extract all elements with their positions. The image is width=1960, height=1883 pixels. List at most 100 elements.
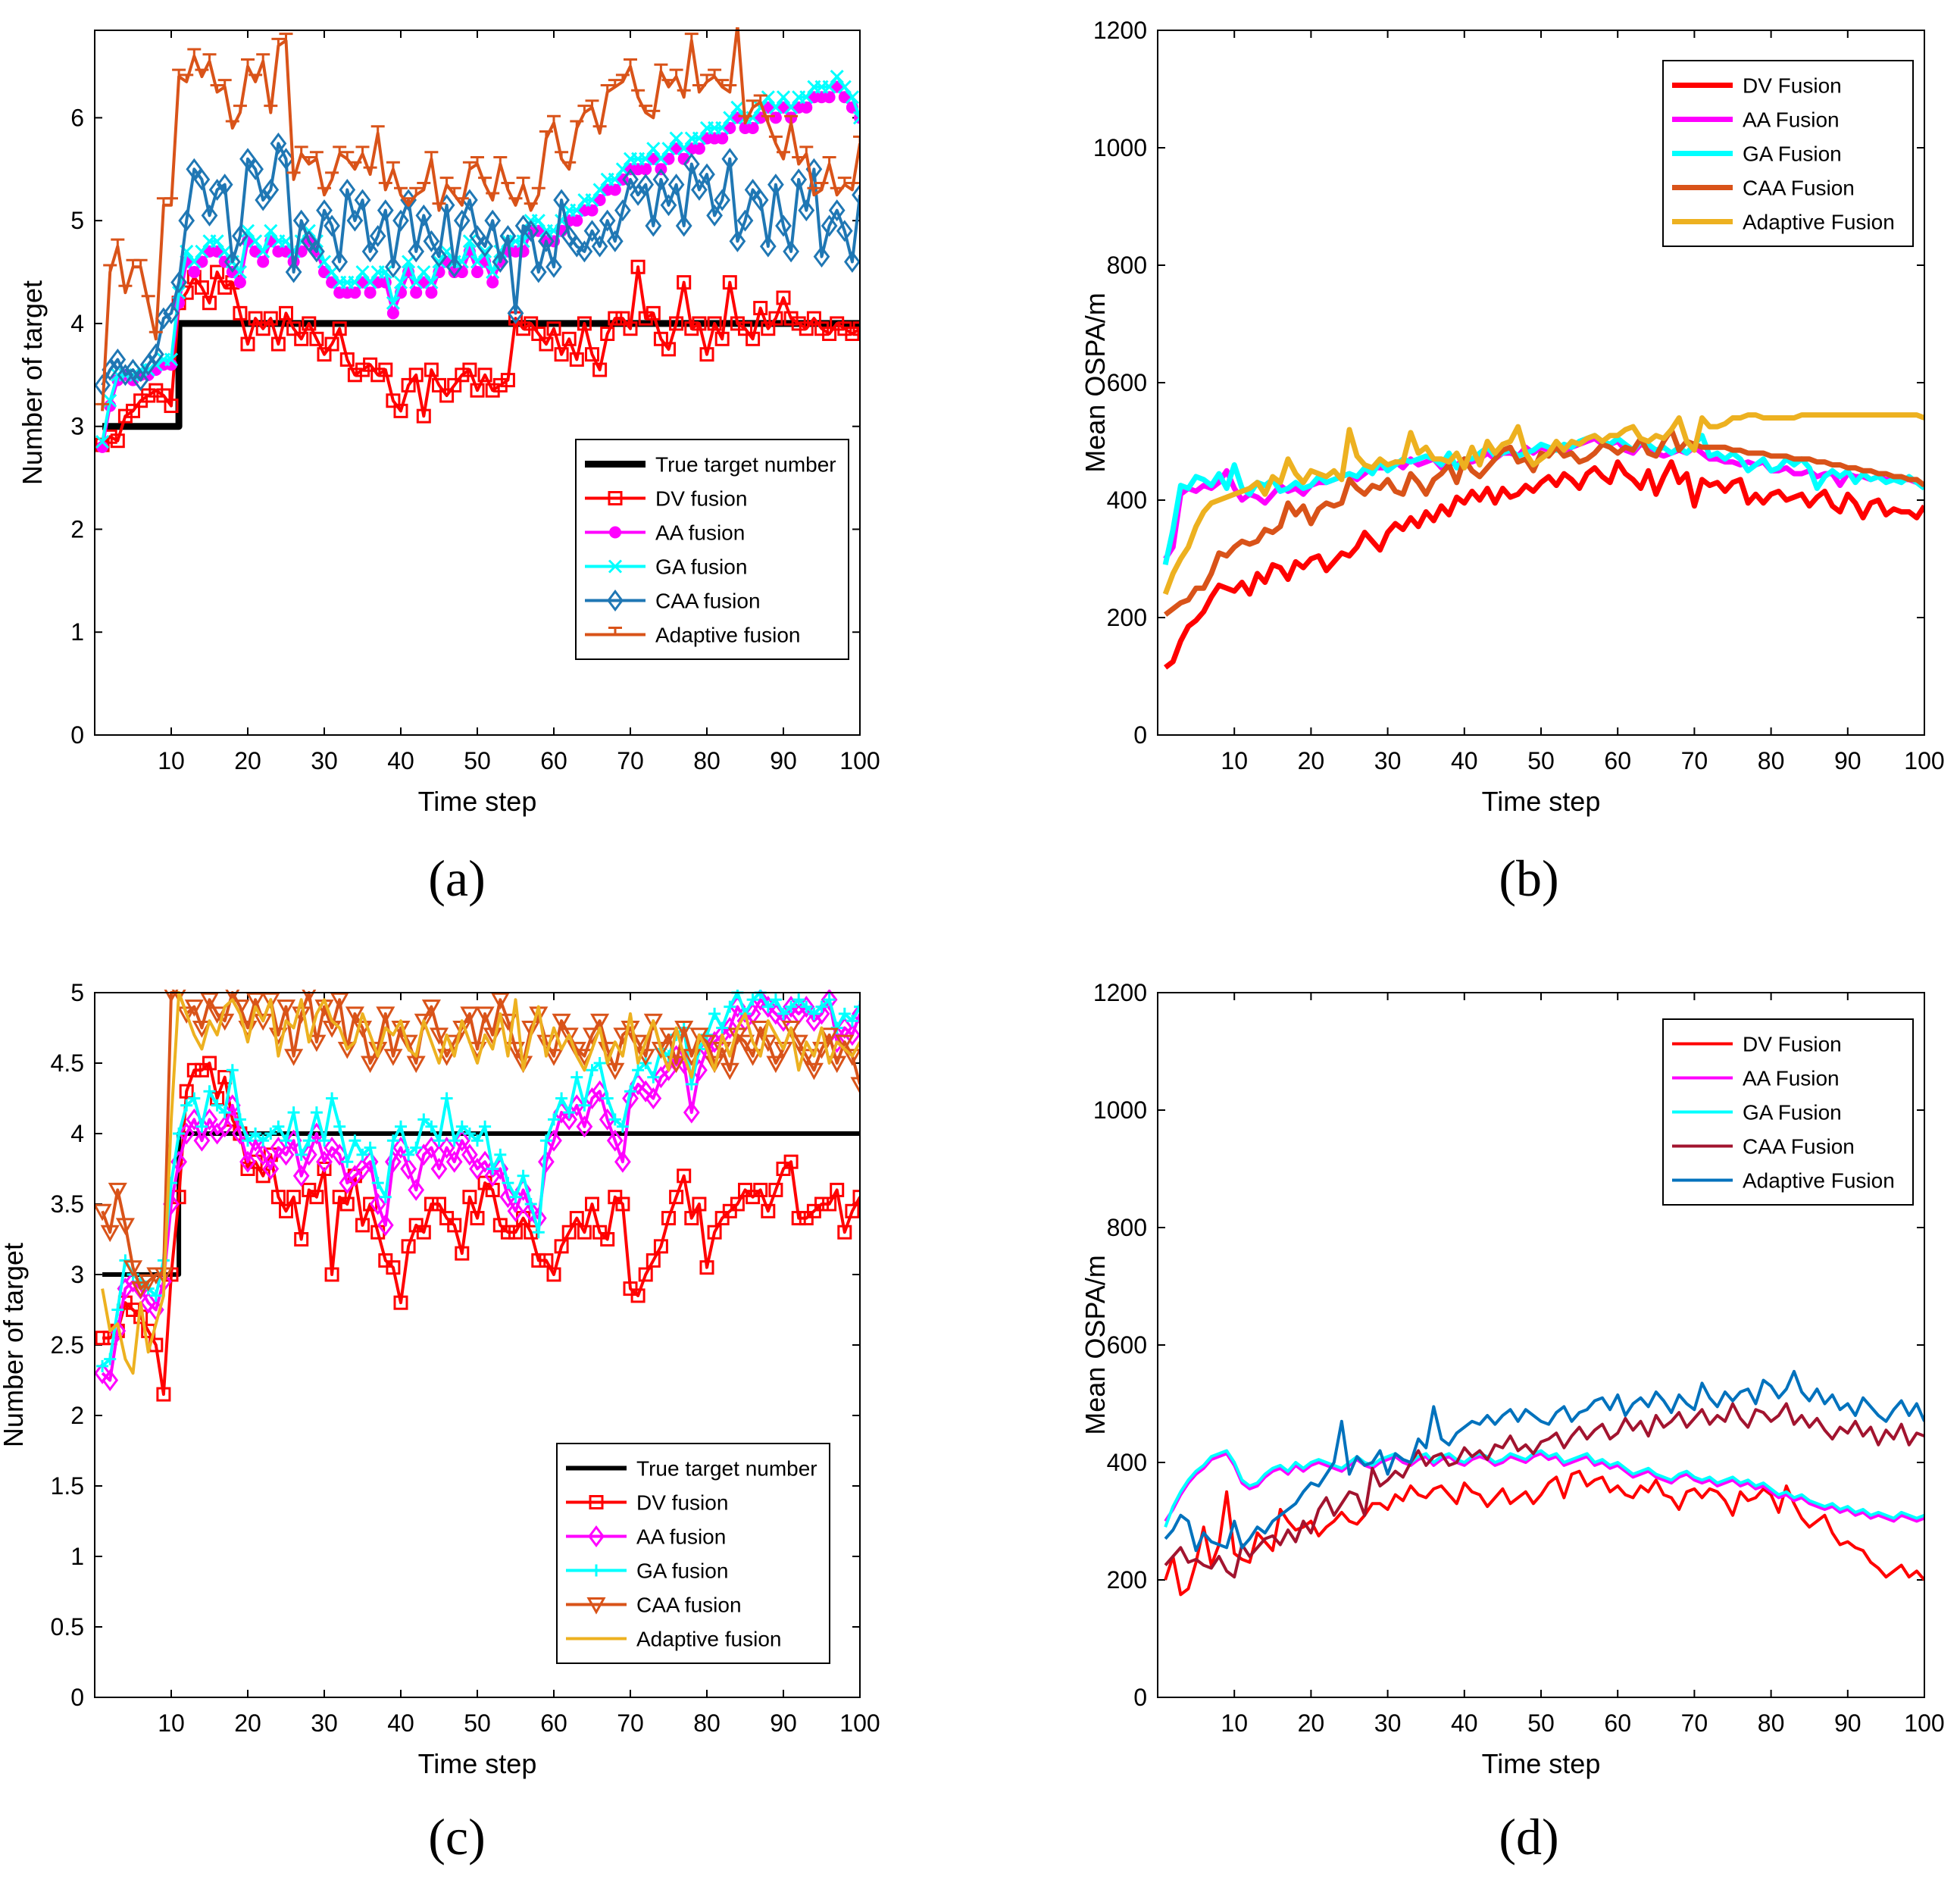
- y-tick-label: 2: [70, 515, 84, 543]
- data-point-marker: [470, 155, 484, 164]
- data-point-marker: [708, 68, 722, 77]
- data-point-marker: [600, 1232, 615, 1246]
- data-point-marker: [608, 183, 621, 196]
- data-point-marker: [561, 1225, 577, 1240]
- data-point-marker: [768, 100, 783, 114]
- data-point-marker: [383, 1049, 403, 1066]
- y-tick-label: 5: [70, 979, 84, 1006]
- data-point-marker: [852, 321, 860, 336]
- legend-label: CAA fusion: [636, 1594, 742, 1617]
- data-point-marker: [437, 1049, 457, 1066]
- data-point-marker: [139, 1274, 158, 1292]
- series-line-adaptive-fusion: [101, 27, 860, 411]
- x-tick-label: 40: [387, 1709, 414, 1737]
- data-point-marker: [608, 172, 622, 186]
- data-point-marker: [424, 362, 439, 377]
- data-point-marker: [104, 1353, 117, 1365]
- x-tick-label: 70: [1681, 747, 1708, 774]
- data-point-marker: [716, 1021, 729, 1034]
- panel-label-c: (c): [428, 1808, 486, 1866]
- data-point-marker: [654, 152, 668, 166]
- data-point-marker: [96, 1359, 109, 1372]
- data-point-marker: [361, 240, 379, 263]
- data-point-marker: [486, 276, 499, 289]
- data-point-marker: [669, 316, 684, 331]
- data-point-marker: [233, 305, 248, 321]
- x-tick-label: 40: [1451, 1709, 1478, 1737]
- data-point-marker: [377, 1214, 394, 1237]
- data-point-marker: [545, 255, 562, 278]
- data-point-marker: [316, 1150, 333, 1173]
- data-point-marker: [675, 214, 692, 237]
- data-point-marker: [469, 225, 486, 248]
- data-point-marker: [844, 250, 860, 273]
- y-tick-label: 200: [1107, 604, 1147, 631]
- legend-marker: [608, 559, 623, 574]
- y-axis-label: Number of target: [0, 1243, 29, 1447]
- chart-d: 10 20 30 40 50 60 70 80 90 1000200400600800100012…: [1080, 979, 1945, 1779]
- data-point-marker: [820, 1028, 839, 1045]
- data-point-marker: [800, 101, 813, 114]
- x-axis-label: Time step: [1482, 1748, 1601, 1779]
- data-point-marker: [685, 1078, 698, 1090]
- data-point-marker: [608, 311, 623, 326]
- x-tick-label: 30: [311, 1709, 338, 1737]
- x-axis-label: Time step: [418, 1748, 537, 1779]
- legend-label: GA Fusion: [1743, 1101, 1842, 1124]
- data-point-marker: [683, 152, 700, 175]
- data-point-marker: [555, 151, 569, 159]
- data-point-marker: [606, 230, 624, 252]
- data-point-marker: [524, 202, 538, 211]
- data-point-marker: [355, 145, 370, 154]
- data-point-marker: [409, 186, 424, 195]
- data-point-marker: [622, 1087, 639, 1109]
- data-point-marker: [577, 105, 592, 113]
- y-tick-label: 400: [1107, 1449, 1147, 1476]
- data-point-marker: [661, 342, 676, 357]
- data-point-marker: [217, 244, 232, 258]
- data-point-marker: [346, 209, 364, 232]
- series-line-dv-fusion: [101, 265, 860, 446]
- data-point-marker: [392, 209, 409, 232]
- data-point-marker: [766, 1056, 786, 1074]
- data-point-marker: [149, 1289, 162, 1302]
- data-point-marker: [807, 186, 821, 195]
- data-point-marker: [453, 209, 470, 232]
- data-point-marker: [309, 151, 324, 159]
- data-point-marker: [692, 316, 707, 331]
- data-point-marker: [363, 275, 377, 289]
- data-point-marker: [768, 311, 783, 326]
- data-point-marker: [416, 408, 431, 424]
- data-point-marker: [669, 131, 683, 145]
- data-point-marker: [423, 230, 440, 252]
- data-point-marker: [447, 186, 461, 195]
- data-point-marker: [286, 1190, 302, 1205]
- data-point-marker: [653, 331, 668, 346]
- data-point-marker: [608, 1113, 621, 1126]
- data-point-marker: [232, 225, 249, 248]
- data-point-marker: [401, 377, 416, 393]
- data-point-marker: [410, 286, 423, 299]
- data-point-marker: [605, 1062, 625, 1081]
- data-point-marker: [180, 1099, 193, 1112]
- data-point-marker: [425, 1120, 438, 1133]
- data-point-marker: [479, 1120, 492, 1133]
- data-point-marker: [385, 255, 402, 278]
- x-tick-label: 10: [158, 1709, 185, 1737]
- data-point-marker: [386, 307, 399, 320]
- data-point-marker: [408, 368, 424, 383]
- y-tick-label: 1: [70, 1543, 84, 1570]
- data-point-marker: [714, 331, 730, 346]
- data-point-marker: [643, 1013, 663, 1031]
- series-line-adaptive-fusion: [1162, 412, 1924, 596]
- data-point-marker: [100, 1225, 120, 1243]
- x-tick-label: 10: [158, 747, 185, 774]
- data-point-marker: [729, 230, 746, 252]
- data-point-marker: [827, 1056, 847, 1074]
- data-point-marker: [369, 225, 386, 248]
- legend-label: CAA Fusion: [1743, 1135, 1855, 1159]
- data-point-marker: [455, 1120, 468, 1133]
- data-point-marker: [379, 1190, 392, 1203]
- data-point-marker: [494, 1148, 507, 1161]
- data-point-marker: [699, 163, 715, 186]
